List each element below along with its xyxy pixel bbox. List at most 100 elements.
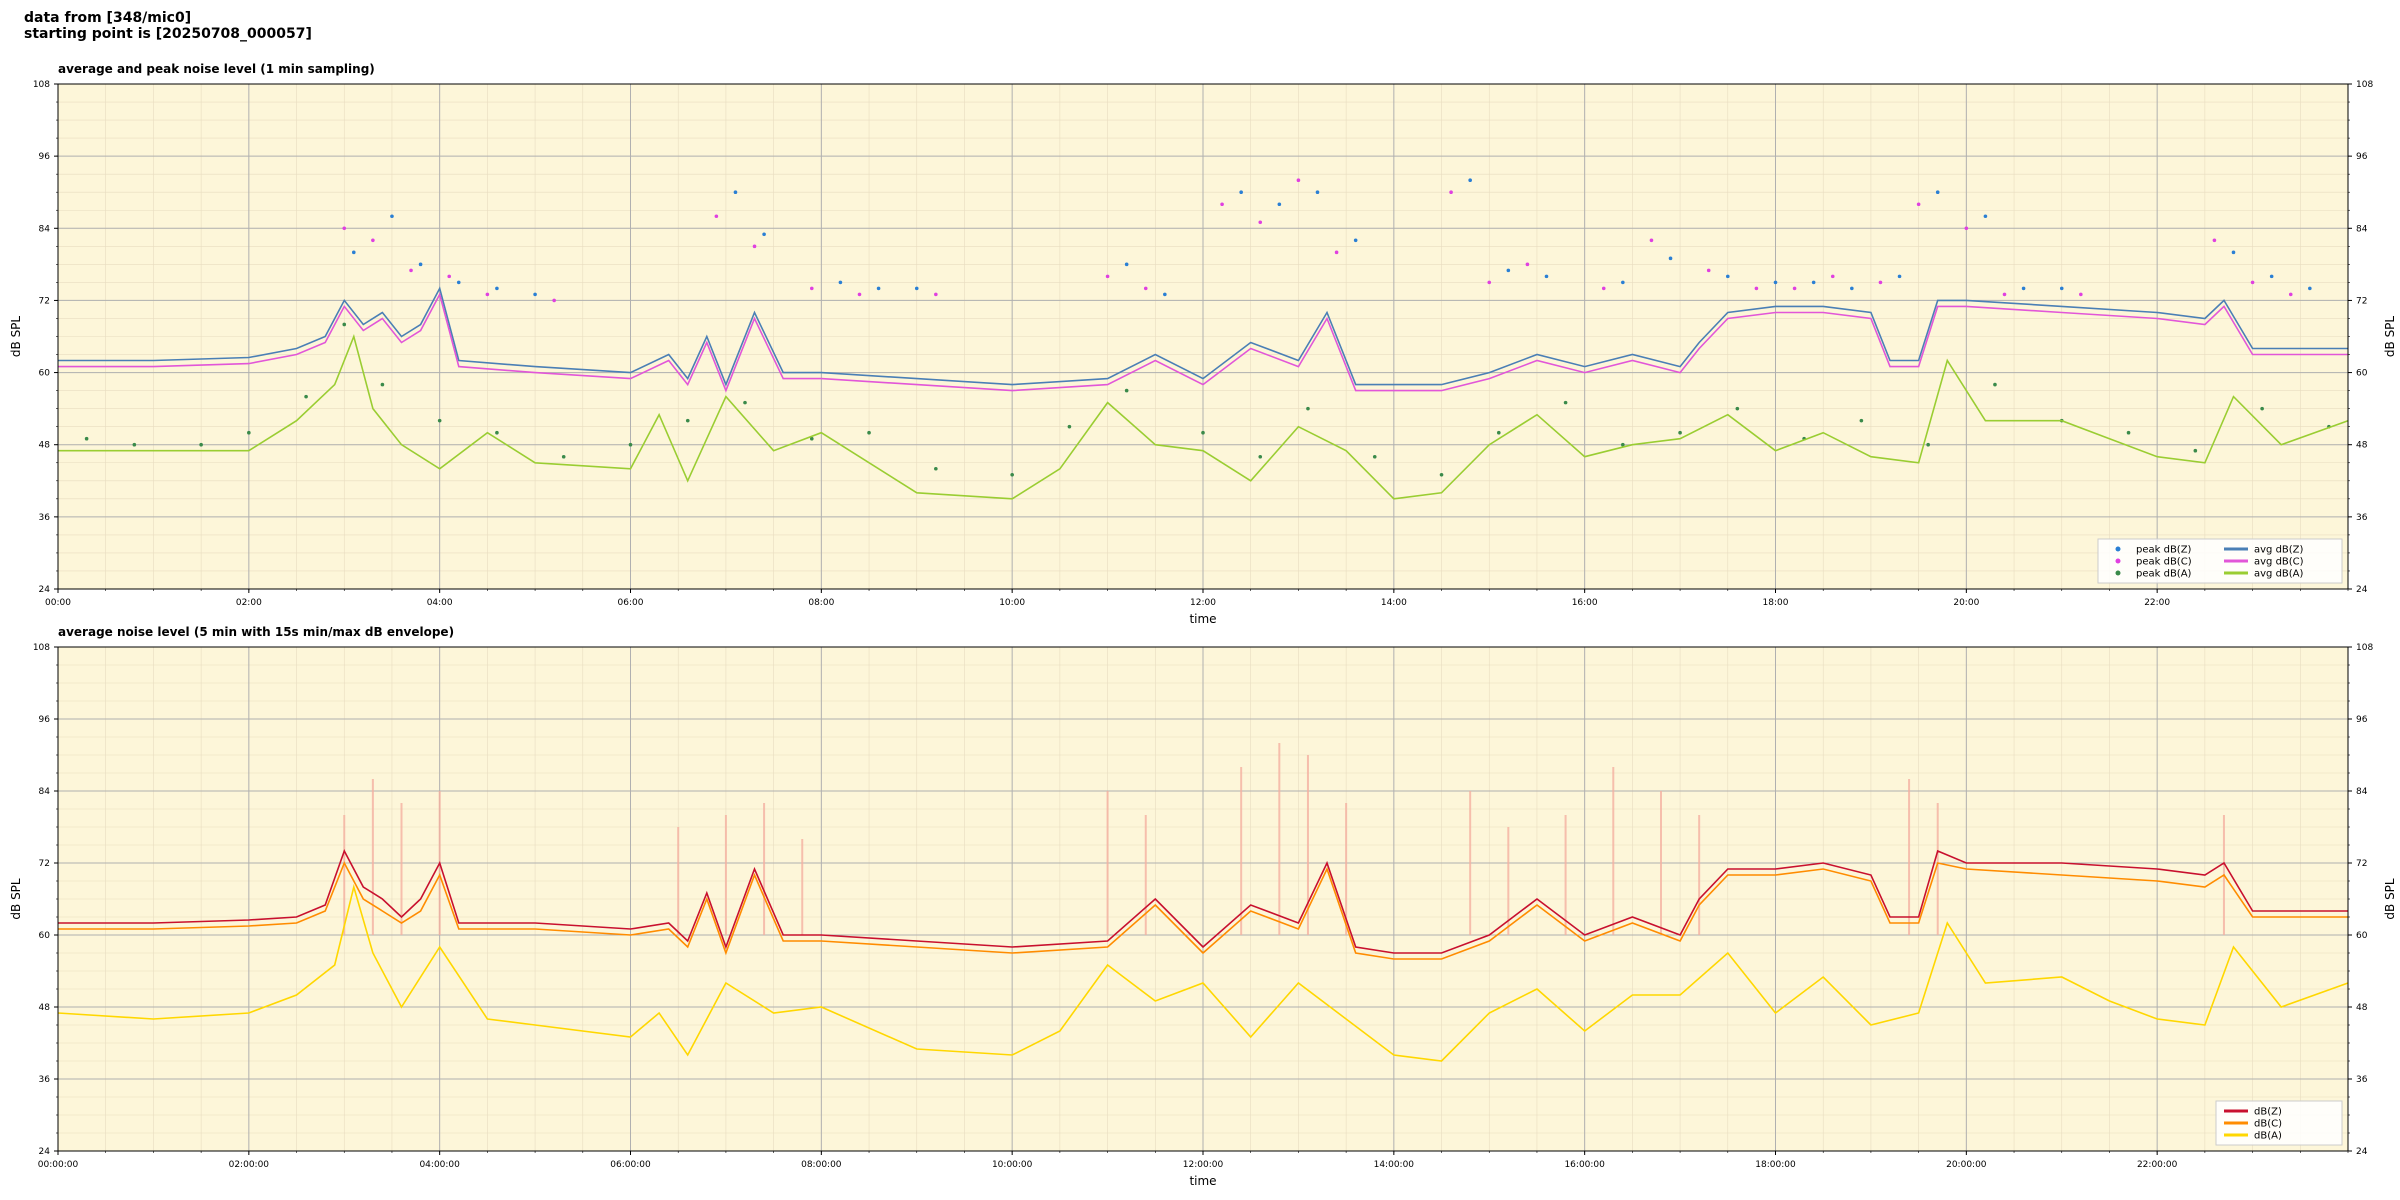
- series-line: [58, 861, 2348, 960]
- x-tick-label: 08:00:00: [801, 1160, 842, 1170]
- peak-point: [1735, 406, 1740, 411]
- peak-point: [1277, 202, 1282, 207]
- series-line: [58, 286, 2348, 387]
- peak-point: [2126, 430, 2131, 435]
- peak-point: [1201, 430, 1205, 435]
- peak-point: [714, 214, 719, 219]
- y-tick-label: 96: [2356, 715, 2368, 725]
- peak-point: [1563, 400, 1568, 405]
- peak-point: [628, 442, 633, 447]
- y-tick-label: 72: [39, 859, 50, 869]
- peak-point: [1668, 256, 1673, 261]
- peak-point: [561, 454, 566, 459]
- legend-label: dB(A): [2254, 1131, 2282, 1142]
- legend-label: dB(C): [2254, 1119, 2282, 1130]
- peak-point: [752, 244, 757, 249]
- peak-point: [1754, 286, 1759, 291]
- y-axis-label: dB SPL: [9, 878, 23, 920]
- peak-point: [1334, 250, 1339, 255]
- y-tick-label: 60: [2356, 369, 2368, 379]
- peak-point: [1830, 274, 1835, 279]
- x-axis-label: time: [1189, 1174, 1216, 1188]
- x-tick-label: 16:00:00: [1564, 1160, 1605, 1170]
- peak-point: [743, 400, 747, 405]
- y-tick-label: 36: [2356, 513, 2368, 523]
- peak-point: [2193, 448, 2198, 453]
- y-tick-label: 108: [33, 643, 50, 653]
- header-start: starting point is [20250708_000057]: [24, 26, 312, 42]
- peak-point: [2212, 238, 2217, 243]
- peak-point: [1601, 286, 1606, 291]
- y-tick-label: 36: [39, 1075, 51, 1085]
- peak-point: [533, 292, 537, 297]
- peak-point: [934, 292, 938, 297]
- peak-point: [876, 286, 881, 291]
- x-tick-label: 20:00:00: [1946, 1160, 1987, 1170]
- peak-point: [1850, 286, 1854, 291]
- peak-point: [1010, 472, 1014, 477]
- peak-point: [1258, 220, 1263, 225]
- peak-point: [1773, 280, 1778, 285]
- x-tick-label: 10:00:00: [992, 1160, 1033, 1170]
- y-tick-label: 48: [2356, 441, 2368, 451]
- legend-box: [2097, 538, 2343, 584]
- peak-point: [1372, 454, 1377, 459]
- peak-point: [84, 436, 89, 441]
- peak-point: [1067, 424, 1072, 429]
- y-tick-label: 24: [2356, 585, 2368, 595]
- peak-point: [409, 268, 413, 273]
- y-tick-label: 108: [2356, 80, 2373, 90]
- y-tick-label: 24: [2356, 1147, 2368, 1157]
- legend: dB(Z)dB(C)dB(A): [2215, 1100, 2343, 1146]
- y-tick-label: 108: [33, 80, 50, 90]
- peak-point: [1725, 274, 1730, 279]
- legend-label: dB(Z): [2254, 1107, 2282, 1118]
- peak-point: [1621, 280, 1625, 285]
- peak-point: [456, 280, 461, 285]
- x-tick-label: 12:00: [1190, 598, 1216, 608]
- x-tick-label: 22:00: [2144, 598, 2170, 608]
- peak-point: [2231, 250, 2236, 255]
- peak-point: [1964, 226, 1969, 231]
- chart-peak-noise: 24 24 36 36 48 48 60 60 72 72 84 84 96 96 108 108 00:00 0…: [9, 80, 2397, 626]
- y-tick-label: 108: [2356, 643, 2373, 653]
- series-line: [58, 849, 2348, 954]
- x-tick-label: 14:00: [1381, 598, 1407, 608]
- x-tick-label: 00:00: [45, 598, 71, 608]
- peak-point: [1353, 238, 1358, 243]
- legend-marker: [2115, 570, 2121, 576]
- peak-point: [380, 382, 385, 387]
- x-tick-label: 22:00:00: [2137, 1160, 2178, 1170]
- peak-point: [685, 418, 690, 423]
- peak-point: [418, 262, 423, 267]
- peak-point: [2021, 286, 2026, 291]
- x-axis-label: time: [1189, 612, 1216, 626]
- peak-point: [838, 280, 843, 285]
- peak-point: [351, 250, 356, 255]
- x-tick-label: 18:00:00: [1755, 1160, 1796, 1170]
- peak-point: [2260, 406, 2264, 411]
- y-tick-label: 96: [39, 715, 51, 725]
- legend-marker: [2115, 558, 2121, 564]
- peak-point: [1143, 286, 1148, 291]
- y-axis-label-right: dB SPL: [2383, 316, 2397, 358]
- y-tick-label: 36: [39, 513, 51, 523]
- peak-point: [447, 274, 452, 279]
- header-source: data from [348/mic0]: [24, 10, 192, 26]
- peak-point: [2269, 274, 2274, 279]
- peak-point: [867, 430, 871, 435]
- x-tick-label: 00:00:00: [38, 1160, 79, 1170]
- peak-point: [132, 442, 137, 447]
- peak-point: [1525, 262, 1530, 267]
- legend-label: avg dB(C): [2254, 557, 2304, 568]
- chart-average-noise: 24 24 36 36 48 48 60 60 72 72 84 84 96 96 108 108 00:00:…: [9, 643, 2397, 1188]
- peak-point: [1706, 268, 1711, 273]
- series-line: [58, 333, 2349, 500]
- peak-point: [342, 226, 347, 231]
- x-tick-label: 04:00: [427, 598, 453, 608]
- legend: peak dB(Z)peak dB(C)peak dB(A)avg dB(Z)a…: [2097, 538, 2343, 584]
- peak-point: [1897, 274, 1902, 279]
- peak-point: [2288, 292, 2293, 297]
- y-tick-label: 48: [2356, 1003, 2368, 1013]
- peak-point: [2308, 286, 2312, 291]
